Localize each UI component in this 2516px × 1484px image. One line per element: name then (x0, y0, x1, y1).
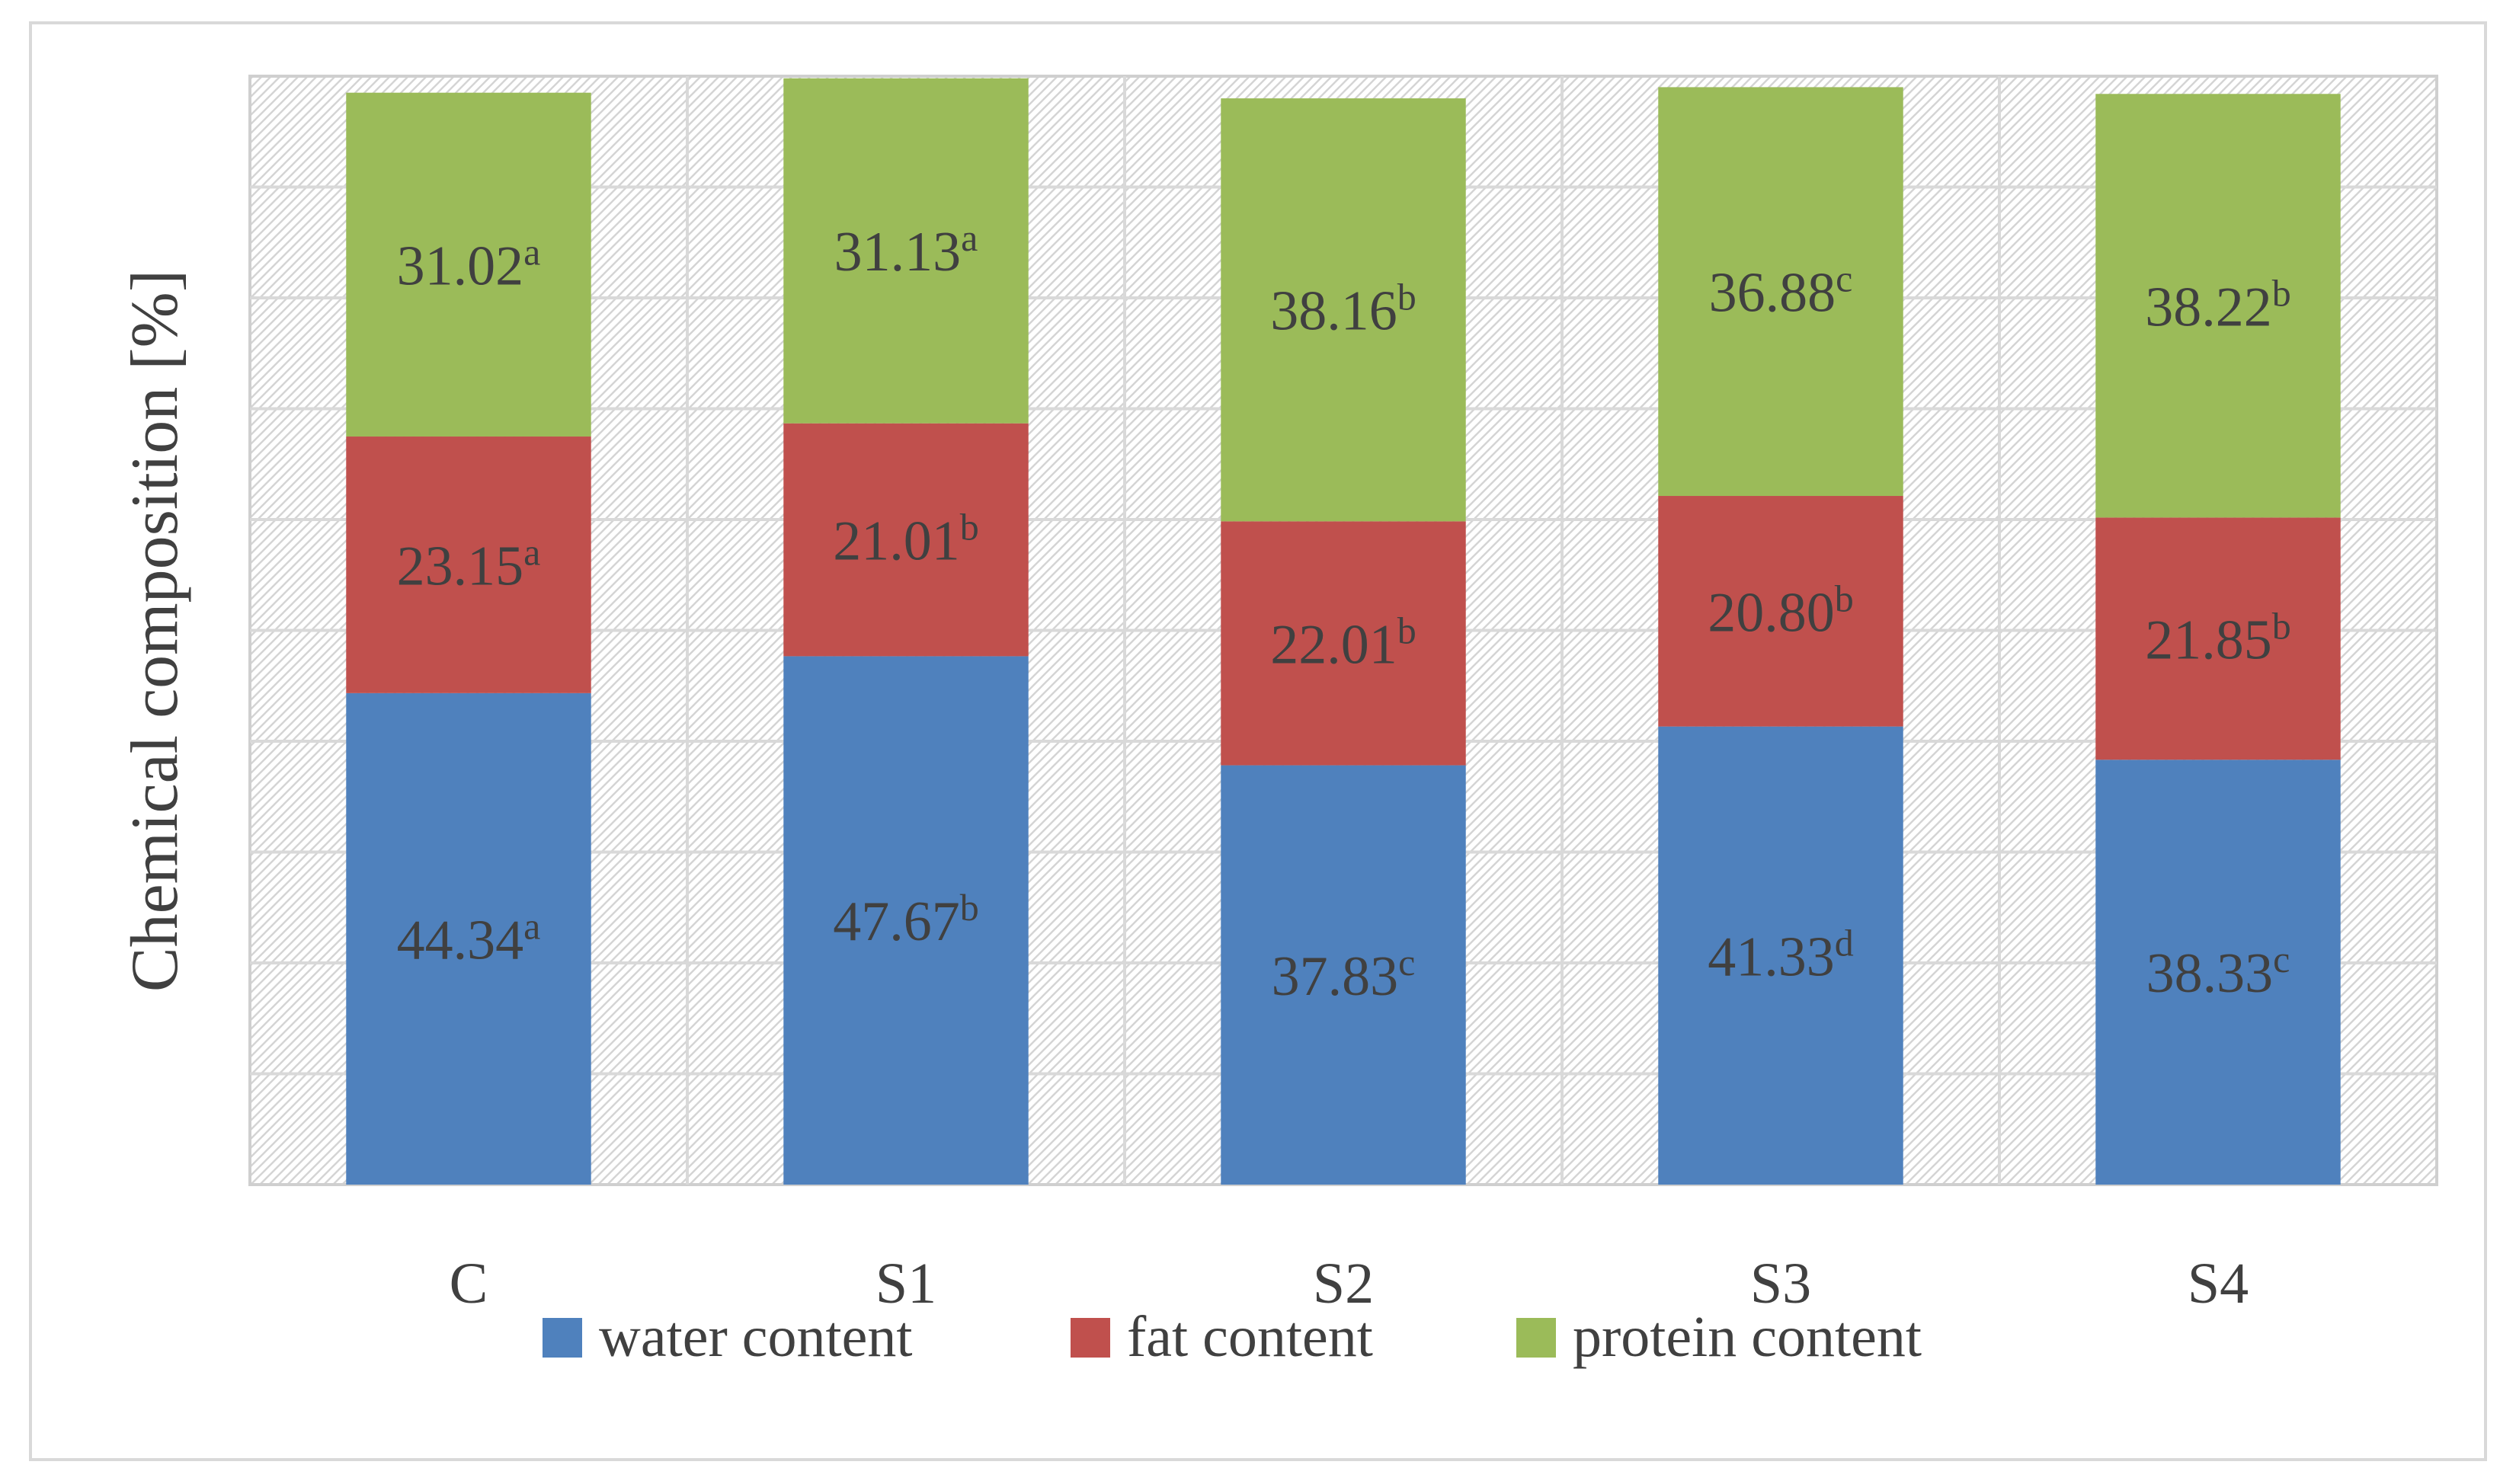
value-label: 36.88c (1709, 257, 1853, 325)
value-label: 44.34a (397, 904, 541, 971)
legend-swatch (543, 1318, 582, 1358)
value-label: 23.15a (397, 530, 541, 597)
value-label: 21.85b (2145, 604, 2291, 671)
bar-protein-content-S1 (783, 78, 1029, 424)
legend-swatch (1516, 1318, 1556, 1358)
bar-water-content-S3 (1658, 726, 1903, 1185)
value-label: 21.01b (833, 506, 979, 573)
legend-item-protein-content: protein content (1516, 1305, 1922, 1369)
x-tick-label: S1 (875, 1252, 936, 1316)
value-label: 20.80b (1708, 577, 1854, 644)
legend-item-fat-content: fat content (1071, 1305, 1373, 1369)
legend-label: water content (599, 1305, 912, 1369)
value-label: 31.02a (397, 230, 541, 297)
bar-water-content-S1 (783, 656, 1029, 1185)
bar-fat-content-S2 (1221, 521, 1466, 766)
bar-fat-content-S3 (1658, 496, 1903, 727)
value-labels: 44.34a 23.15a 31.02a 47.67b 21.01b 31.13a 37.8… (397, 216, 2291, 1008)
x-tick-label: C (450, 1252, 488, 1316)
bar-fat-content-S4 (2095, 517, 2341, 760)
value-label: 31.13a (834, 216, 978, 283)
legend-swatch (1071, 1318, 1110, 1358)
bar-protein-content-S3 (1658, 87, 1903, 497)
x-tick-label: S4 (2188, 1252, 2249, 1316)
bar-fat-content-S1 (783, 423, 1029, 657)
legend: water content fat content protein content (543, 1305, 1922, 1369)
value-label: 37.83c (1272, 941, 1416, 1008)
y-axis-title: Chemical composition [%] (118, 270, 192, 992)
value-label: 38.33c (2146, 938, 2290, 1005)
value-label: 47.67b (833, 886, 979, 953)
value-label: 22.01b (1270, 609, 1416, 676)
bar-protein-content-S2 (1221, 98, 1466, 522)
value-label: 41.33d (1708, 921, 1854, 988)
bar-protein-content-C (346, 92, 591, 437)
x-axis-ticks: C S1 S2 S3 S4 (450, 1252, 2249, 1316)
legend-item-water-content: water content (543, 1305, 912, 1369)
bar-water-content-S2 (1221, 765, 1466, 1185)
legend-label: protein content (1573, 1305, 1922, 1369)
x-tick-label: S3 (1750, 1252, 1811, 1316)
bar-protein-content-S4 (2095, 94, 2341, 518)
x-tick-label: S2 (1313, 1252, 1374, 1316)
legend-label: fat content (1127, 1305, 1373, 1369)
bar-water-content-C (346, 692, 591, 1185)
value-label: 38.22b (2145, 271, 2291, 338)
bar-fat-content-C (346, 437, 591, 693)
value-label: 38.16b (1270, 276, 1416, 343)
bar-water-content-S4 (2095, 760, 2341, 1185)
bars (346, 78, 2341, 1185)
